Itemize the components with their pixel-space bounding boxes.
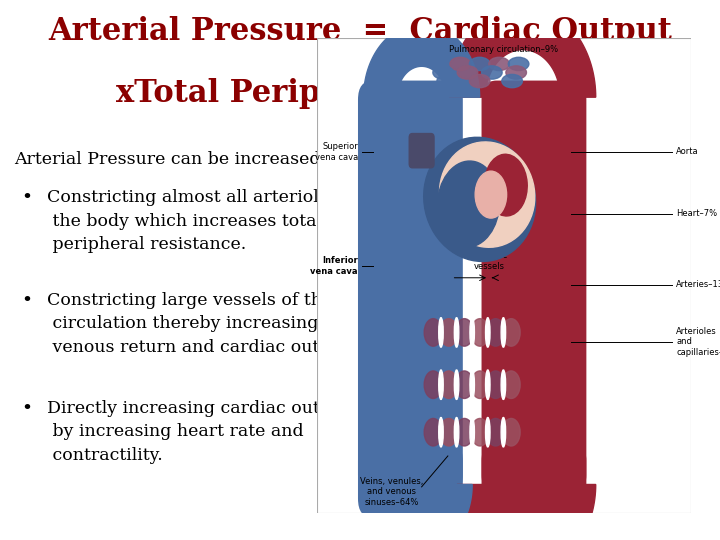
Text: •: • (22, 400, 32, 417)
Ellipse shape (455, 418, 473, 446)
Ellipse shape (501, 318, 505, 347)
Text: Arterial Pressure can be increased by:: Arterial Pressure can be increased by: (14, 151, 353, 168)
Ellipse shape (502, 75, 523, 87)
Text: Systemic
vessels: Systemic vessels (470, 251, 508, 271)
Text: Arterial Pressure  =  Cardiac Output: Arterial Pressure = Cardiac Output (48, 16, 672, 47)
Ellipse shape (424, 319, 442, 346)
Ellipse shape (454, 417, 459, 447)
Polygon shape (364, 484, 472, 540)
Ellipse shape (489, 57, 510, 71)
Ellipse shape (440, 319, 458, 346)
Ellipse shape (502, 418, 520, 446)
Ellipse shape (502, 319, 520, 346)
Ellipse shape (485, 370, 490, 400)
Ellipse shape (485, 417, 490, 447)
Ellipse shape (454, 370, 459, 400)
Text: Aorta: Aorta (676, 147, 699, 157)
Ellipse shape (487, 371, 505, 399)
FancyBboxPatch shape (408, 133, 435, 168)
Ellipse shape (438, 417, 444, 447)
Ellipse shape (470, 370, 474, 400)
Ellipse shape (433, 66, 454, 79)
FancyBboxPatch shape (482, 442, 586, 518)
Ellipse shape (471, 418, 489, 446)
Text: xTotal Peripheral Resistance: xTotal Peripheral Resistance (116, 78, 604, 109)
Text: Heart–7%: Heart–7% (676, 209, 717, 218)
Ellipse shape (440, 418, 458, 446)
Ellipse shape (475, 171, 507, 218)
Ellipse shape (487, 319, 505, 346)
Ellipse shape (501, 370, 505, 400)
FancyBboxPatch shape (358, 442, 463, 518)
Text: Superior
vena cava: Superior vena cava (315, 142, 358, 161)
Ellipse shape (450, 57, 470, 71)
Text: •: • (22, 292, 32, 309)
Ellipse shape (437, 75, 457, 87)
Ellipse shape (455, 371, 473, 399)
Ellipse shape (482, 66, 502, 79)
Text: Arterioles
and
capillaries–7%: Arterioles and capillaries–7% (676, 327, 720, 357)
Ellipse shape (424, 371, 442, 399)
Polygon shape (457, 484, 595, 540)
Ellipse shape (454, 318, 459, 347)
Ellipse shape (423, 137, 536, 261)
Ellipse shape (437, 161, 500, 247)
Ellipse shape (471, 319, 489, 346)
Text: Pulmonary circulation–9%: Pulmonary circulation–9% (449, 45, 559, 54)
Ellipse shape (431, 57, 451, 71)
Ellipse shape (424, 418, 442, 446)
Ellipse shape (455, 319, 473, 346)
FancyBboxPatch shape (482, 80, 586, 494)
Text: Inferior
vena cava: Inferior vena cava (310, 256, 358, 275)
FancyBboxPatch shape (358, 80, 463, 494)
Polygon shape (364, 24, 480, 97)
Ellipse shape (506, 66, 526, 79)
Ellipse shape (470, 417, 474, 447)
Ellipse shape (438, 318, 444, 347)
Text: Veins, venules,
and venous
sinuses–64%: Veins, venules, and venous sinuses–64% (360, 477, 423, 507)
Ellipse shape (439, 142, 535, 247)
Text: Constricting almost all arterioles of
 the body which increases total
 periphera: Constricting almost all arterioles of th… (47, 189, 360, 253)
Text: Constricting large vessels of the
 circulation thereby increasing
 venous return: Constricting large vessels of the circul… (47, 292, 354, 356)
FancyBboxPatch shape (317, 38, 691, 513)
Text: Arteries–13%: Arteries–13% (676, 280, 720, 289)
Text: •: • (22, 189, 32, 207)
Ellipse shape (471, 371, 489, 399)
Ellipse shape (485, 154, 527, 216)
Ellipse shape (470, 318, 474, 347)
Ellipse shape (440, 371, 458, 399)
Ellipse shape (487, 418, 505, 446)
Ellipse shape (508, 57, 529, 71)
Text: Directly increasing cardiac output
 by increasing heart rate and
 contractility.: Directly increasing cardiac output by in… (47, 400, 348, 464)
Ellipse shape (501, 417, 505, 447)
Ellipse shape (438, 370, 444, 400)
Ellipse shape (469, 57, 490, 71)
Polygon shape (450, 4, 595, 97)
Ellipse shape (457, 66, 478, 79)
Ellipse shape (485, 318, 490, 347)
Ellipse shape (469, 75, 490, 87)
Ellipse shape (502, 371, 520, 399)
